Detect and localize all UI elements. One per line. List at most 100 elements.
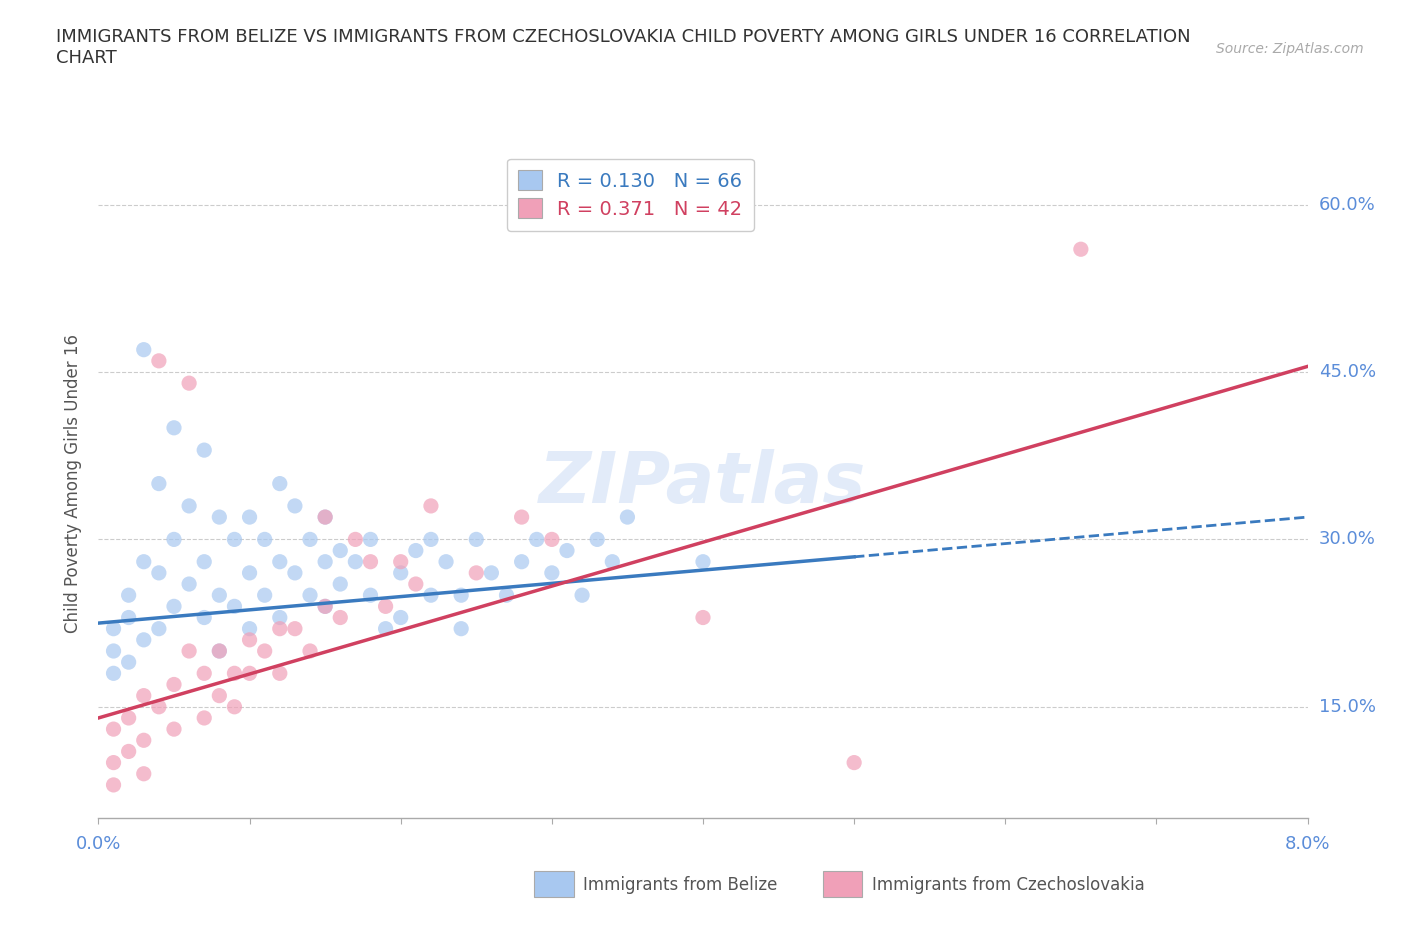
Point — [450, 621, 472, 636]
Point — [148, 476, 170, 491]
Point — [132, 632, 155, 647]
Point — [103, 755, 125, 770]
Point — [419, 532, 441, 547]
Text: ZIPatlas: ZIPatlas — [540, 449, 866, 518]
Point — [224, 599, 246, 614]
Point — [239, 565, 262, 580]
Point — [616, 510, 638, 525]
Point — [479, 565, 503, 580]
Point — [163, 532, 186, 547]
Point — [239, 510, 262, 525]
Point — [284, 621, 307, 636]
Point — [163, 722, 186, 737]
Point — [118, 588, 141, 603]
Point — [465, 532, 488, 547]
Point — [540, 532, 562, 547]
Point — [299, 644, 322, 658]
Point — [359, 588, 381, 603]
Point — [465, 565, 488, 580]
Point — [118, 744, 141, 759]
Text: 8.0%: 8.0% — [1285, 835, 1330, 853]
Point — [510, 554, 533, 569]
Point — [329, 577, 352, 591]
Point — [269, 554, 291, 569]
Point — [495, 588, 517, 603]
Point — [374, 599, 396, 614]
Point — [179, 498, 201, 513]
Point — [526, 532, 548, 547]
Point — [344, 532, 367, 547]
Point — [132, 342, 155, 357]
Point — [571, 588, 593, 603]
Point — [193, 666, 215, 681]
Text: 30.0%: 30.0% — [1319, 530, 1375, 549]
Point — [179, 376, 201, 391]
Point — [253, 532, 276, 547]
Point — [1070, 242, 1092, 257]
Point — [269, 476, 291, 491]
Point — [269, 610, 291, 625]
Point — [208, 688, 231, 703]
Point — [419, 498, 441, 513]
Point — [389, 554, 412, 569]
Point — [284, 498, 307, 513]
Point — [299, 588, 322, 603]
Point — [239, 666, 262, 681]
Point — [253, 644, 276, 658]
Point — [193, 610, 215, 625]
Point — [148, 565, 170, 580]
Text: 0.0%: 0.0% — [76, 835, 121, 853]
Point — [103, 722, 125, 737]
Point — [148, 353, 170, 368]
Point — [269, 621, 291, 636]
Point — [692, 554, 714, 569]
Point — [314, 599, 336, 614]
Point — [208, 588, 231, 603]
Point — [148, 621, 170, 636]
Point — [359, 532, 381, 547]
Point — [103, 666, 125, 681]
Point — [193, 554, 215, 569]
Point — [314, 599, 336, 614]
Legend: R = 0.130   N = 66, R = 0.371   N = 42: R = 0.130 N = 66, R = 0.371 N = 42 — [506, 158, 754, 231]
Point — [179, 644, 201, 658]
Point — [193, 443, 215, 458]
Point — [405, 577, 427, 591]
Point — [103, 621, 125, 636]
Point — [555, 543, 578, 558]
Point — [692, 610, 714, 625]
Point — [224, 699, 246, 714]
Point — [586, 532, 609, 547]
Text: Immigrants from Czechoslovakia: Immigrants from Czechoslovakia — [872, 876, 1144, 895]
Point — [314, 510, 336, 525]
Point — [329, 543, 352, 558]
Point — [179, 577, 201, 591]
Point — [314, 510, 336, 525]
Point — [208, 510, 231, 525]
Point — [132, 688, 155, 703]
Point — [389, 565, 412, 580]
Point — [132, 766, 155, 781]
Point — [193, 711, 215, 725]
Point — [510, 510, 533, 525]
Text: 45.0%: 45.0% — [1319, 363, 1376, 381]
Point — [359, 554, 381, 569]
Point — [299, 532, 322, 547]
Point — [208, 644, 231, 658]
Point — [405, 543, 427, 558]
Point — [224, 666, 246, 681]
Point — [239, 621, 262, 636]
Point — [419, 588, 441, 603]
Point — [269, 666, 291, 681]
Point — [239, 632, 262, 647]
Point — [118, 610, 141, 625]
Point — [224, 532, 246, 547]
Point — [844, 755, 866, 770]
Point — [103, 777, 125, 792]
Point — [434, 554, 457, 569]
Point — [163, 599, 186, 614]
Point — [314, 554, 336, 569]
Point — [389, 610, 412, 625]
Point — [450, 588, 472, 603]
Point — [540, 565, 562, 580]
